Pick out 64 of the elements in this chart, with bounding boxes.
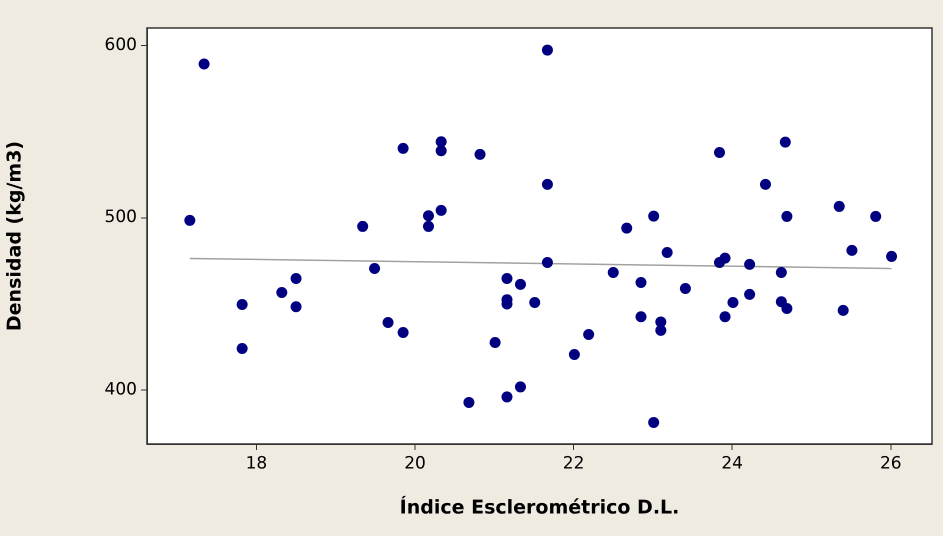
point [680,282,691,294]
point [621,222,632,234]
y-tick-label: 600 [104,34,137,55]
point [886,250,898,262]
point [436,145,447,156]
point [542,256,553,268]
point [290,272,302,284]
point [436,204,447,216]
point [398,326,409,338]
point [838,304,849,316]
point [714,146,725,158]
point [760,178,771,190]
point [720,311,731,322]
point [490,336,501,348]
point [727,296,738,308]
point [529,296,540,308]
point [583,329,594,340]
x-tick-label: 20 [404,454,426,474]
x-tick-label: 26 [880,454,902,474]
point [655,324,666,336]
y-tick-label: 400 [104,380,137,400]
point [780,136,791,148]
point [542,44,553,56]
point [781,210,792,222]
point [542,178,553,190]
point [514,381,526,392]
point [744,288,756,300]
point [236,342,248,354]
point [184,214,196,226]
point [382,316,394,328]
x-tick-label: 24 [721,454,743,474]
point [720,252,731,264]
point [236,299,248,310]
x-axis-title: Índice Esclerométrico D.L. [400,496,680,519]
point [608,266,619,278]
point [357,220,368,232]
point [648,416,660,428]
point [398,142,409,154]
x-tick-label: 22 [562,454,584,474]
point [463,396,474,408]
point [514,278,526,290]
point [422,220,434,232]
point [276,286,288,298]
point [744,258,756,270]
point [662,246,673,258]
point [501,272,512,284]
point [474,148,486,160]
point [369,263,380,274]
point [568,349,580,360]
x-tick-label: 18 [246,454,268,474]
point [834,200,845,212]
point [781,302,792,314]
y-tick-label: 500 [104,207,137,228]
point [501,391,512,402]
point [870,210,882,222]
point [635,311,646,322]
point [846,244,858,256]
point [776,266,787,278]
point [635,276,646,288]
y-axis-title: Densidad (kg/m3) [3,140,26,332]
point [648,210,660,222]
point [198,58,210,70]
point [290,301,302,312]
point [422,210,434,222]
